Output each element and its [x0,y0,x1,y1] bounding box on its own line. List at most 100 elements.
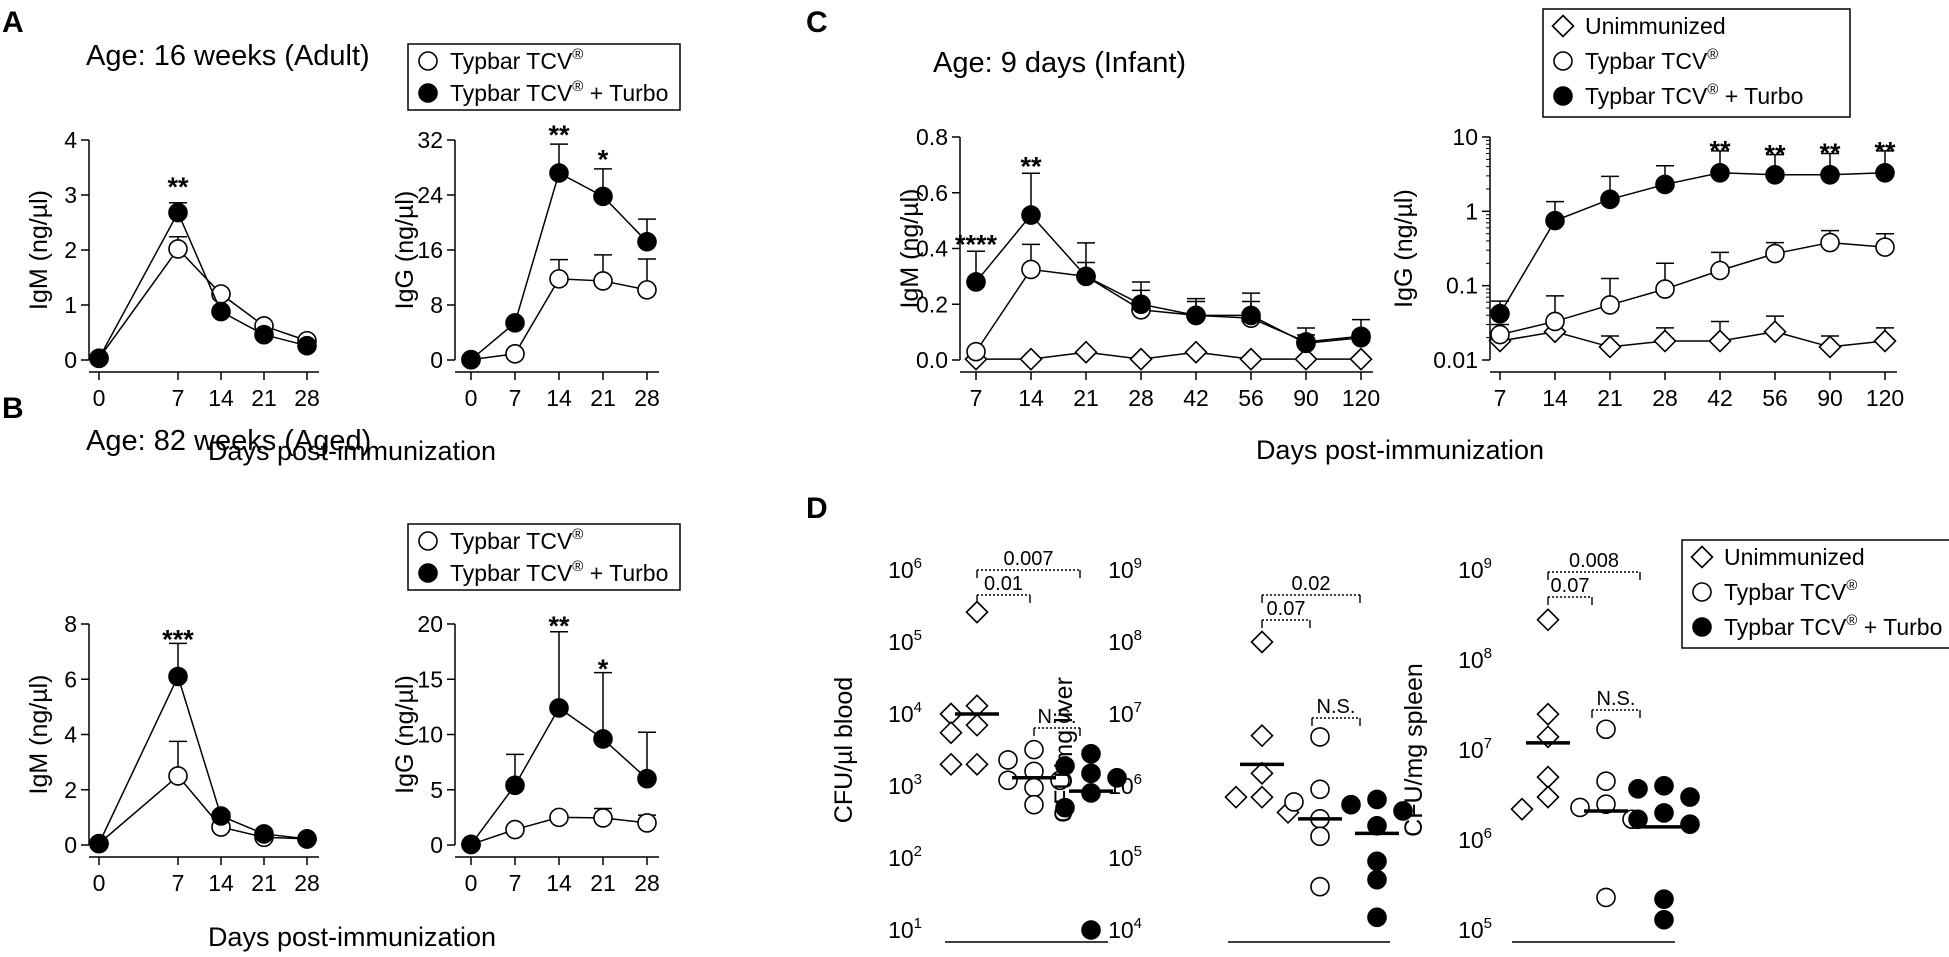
legend-label-superscript: ® [1707,46,1718,63]
y-tick-label: 0.2 [916,291,948,317]
data-point [1820,165,1840,185]
y-tick-base: 10 [1108,917,1134,943]
y-tick-label: 24 [417,182,443,208]
data-point [998,750,1018,770]
y-tick-label: 106 [1108,771,1142,799]
panel-b-igm-plot: 0 2 4 6 8 0 7 14 21 28 IgM (ng/µl) *** [25,611,320,896]
y-tick-label: 8 [64,611,77,637]
legend-label-superscript: ® [572,46,583,63]
group-filled-circle [1341,789,1413,928]
legend-box [1681,539,1949,649]
data-point [1081,920,1101,940]
y-tick-base: 10 [1108,845,1134,871]
data-point [965,713,989,737]
y-tick-base: 10 [888,557,914,583]
data-point [1341,794,1361,815]
data-point [1296,333,1316,354]
y-tick-exponent: 8 [1134,627,1142,644]
legend-marker-filled-circle [1553,86,1573,106]
comparison-bracket: N.S. [1591,688,1641,718]
y-tick-label: 6 [64,666,77,692]
significance-mark: ** [548,611,570,641]
y-tick-label: 0.6 [916,180,948,206]
comparison-bracket: N.S. [1033,706,1081,736]
significance-mark: ** [548,120,570,150]
panel-a-title: Age: 16 weeks (Adult) [86,40,370,72]
series-line [98,774,308,845]
data-point [939,721,963,745]
legend-box [1542,8,1851,118]
significance-mark: * [598,654,609,684]
y-tick-label: 0 [430,347,443,373]
x-tick-label: 21 [1597,385,1623,411]
comparison-p-value: N.S. [1317,696,1356,718]
legend-label-text: Unimmunized [1585,13,1726,39]
significance-mark: ** [1709,136,1731,166]
y-tick-exponent: 6 [1134,771,1142,788]
data-point [1250,761,1274,785]
legend-label-superscript: ® [572,526,583,543]
significance-mark: ** [1764,139,1786,169]
comparison-bracket: 0.07 [1547,575,1593,605]
y-tick-exponent: 5 [914,627,922,644]
y-tick-label: 0.01 [1433,347,1478,373]
legend-marker-open-circle [418,51,438,71]
data-point [1536,765,1560,789]
panel-a-legend: Typbar TCV®Typbar TCV® + Turbo [407,43,681,111]
legend-label-suffix: + Turbo [1857,614,1942,640]
y-tick-label: 106 [1458,825,1492,853]
panel-b-title: Age: 82 weeks (Aged) [86,425,371,457]
legend-label-superscript: ® [1846,612,1857,629]
comparison-bracket: 0.02 [1261,573,1361,603]
y-tick-base: 10 [1458,557,1484,583]
data-point [965,600,989,624]
x-tick-label: 0 [465,870,478,896]
series-open-diamond [1488,315,1897,359]
x-tick-label: 7 [172,870,185,896]
series-filled-circle [461,630,657,855]
comparison-bracket: 0.008 [1547,550,1641,580]
data-point [1570,797,1590,818]
x-tick-label: 21 [1073,385,1099,411]
series-line [975,213,1362,345]
x-tick-label: 42 [1183,385,1209,411]
data-point [1536,608,1560,632]
y-tick-exponent: 1 [914,915,922,932]
data-point [505,775,525,796]
legend-label-text: Typbar TCV [1724,614,1847,640]
series-filled-circle [966,172,1371,354]
y-tick-label: 15 [417,666,443,692]
legend-label: Typbar TCV® [450,526,583,554]
y-tick-label: 0.0 [916,347,948,373]
y-axis-title: IgG (ng/µl) [1390,189,1418,308]
panel-letter-d: D [806,492,828,525]
data-point [1596,771,1616,792]
legend-label-superscript: ® [572,78,583,95]
series-line [98,247,308,359]
series-filled-circle [89,201,317,369]
x-tick-label: 28 [634,870,660,896]
data-point [254,824,274,844]
data-point [1765,243,1785,264]
series-open-circle [89,236,317,369]
data-point [1107,767,1127,788]
data-point [1239,347,1263,371]
x-tick-label: 7 [970,385,983,411]
comparison-bracket: 0.007 [976,548,1081,578]
data-point [1074,340,1098,364]
data-point [1654,776,1674,796]
legend-label-text: Typbar TCV [1585,48,1708,74]
data-point [1351,327,1371,348]
legend-box [407,523,681,591]
y-tick-label: 5 [430,777,443,803]
y-axis-title: CFU/mg liver [1050,677,1078,823]
comparison-p-value: 0.007 [1003,548,1053,570]
data-point [1536,785,1560,809]
y-tick-label: 20 [417,611,443,637]
data-point [505,819,525,840]
panel-letter-a: A [2,6,24,39]
legend-label: Typbar TCV® + Turbo [450,558,668,586]
legend-marker-open-diamond [1551,14,1575,38]
